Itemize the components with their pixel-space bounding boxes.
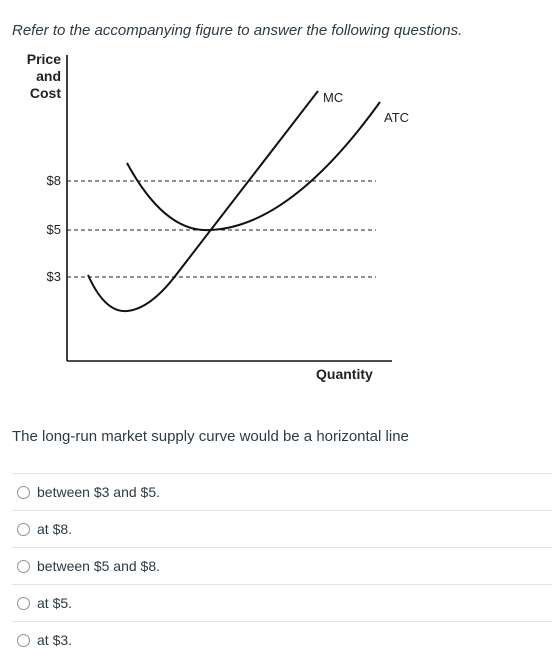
radio-button-icon[interactable] [17,633,30,647]
answer-option[interactable]: at $3. [12,621,552,658]
question-text: The long-run market supply curve would b… [12,428,409,445]
answer-option[interactable]: at $5. [12,584,552,621]
cost-curves-graph [66,55,392,362]
answer-label[interactable]: between $5 and $8. [37,558,160,574]
answer-option[interactable]: between $3 and $5. [12,473,552,510]
radio-button-icon[interactable] [17,559,30,573]
price-tick-8: $8 [46,173,61,188]
answer-list: between $3 and $5. at $8. between $5 and… [12,473,552,658]
price-tick-3: $3 [46,269,61,284]
y-axis-label-line: Cost [29,85,61,101]
atc-curve [126,101,381,232]
answer-label[interactable]: between $3 and $5. [37,484,160,500]
answer-option[interactable]: at $8. [12,510,552,547]
y-axis-label-line: and [36,68,61,84]
answer-label[interactable]: at $8. [37,521,73,537]
mc-label: MC [323,90,344,105]
radio-button-icon[interactable] [17,522,30,536]
cost-curves-figure: Price and Cost $8 $5 $3 MC ATC Quantity [0,45,552,390]
radio-button-icon[interactable] [17,485,30,499]
answer-label[interactable]: at $3. [37,632,73,648]
instructions-text: Refer to the accompanying figure to answ… [12,22,463,39]
atc-label: ATC [384,110,410,125]
mc-curve [87,90,319,313]
radio-button-icon[interactable] [17,596,30,610]
price-tick-5: $5 [46,222,61,237]
y-axis-label-line: Price [26,51,61,67]
x-axis-label: Quantity [316,366,373,382]
answer-label[interactable]: at $5. [37,595,73,611]
y-axis-label: Price and Cost [27,51,61,102]
answer-option[interactable]: between $5 and $8. [12,547,552,584]
